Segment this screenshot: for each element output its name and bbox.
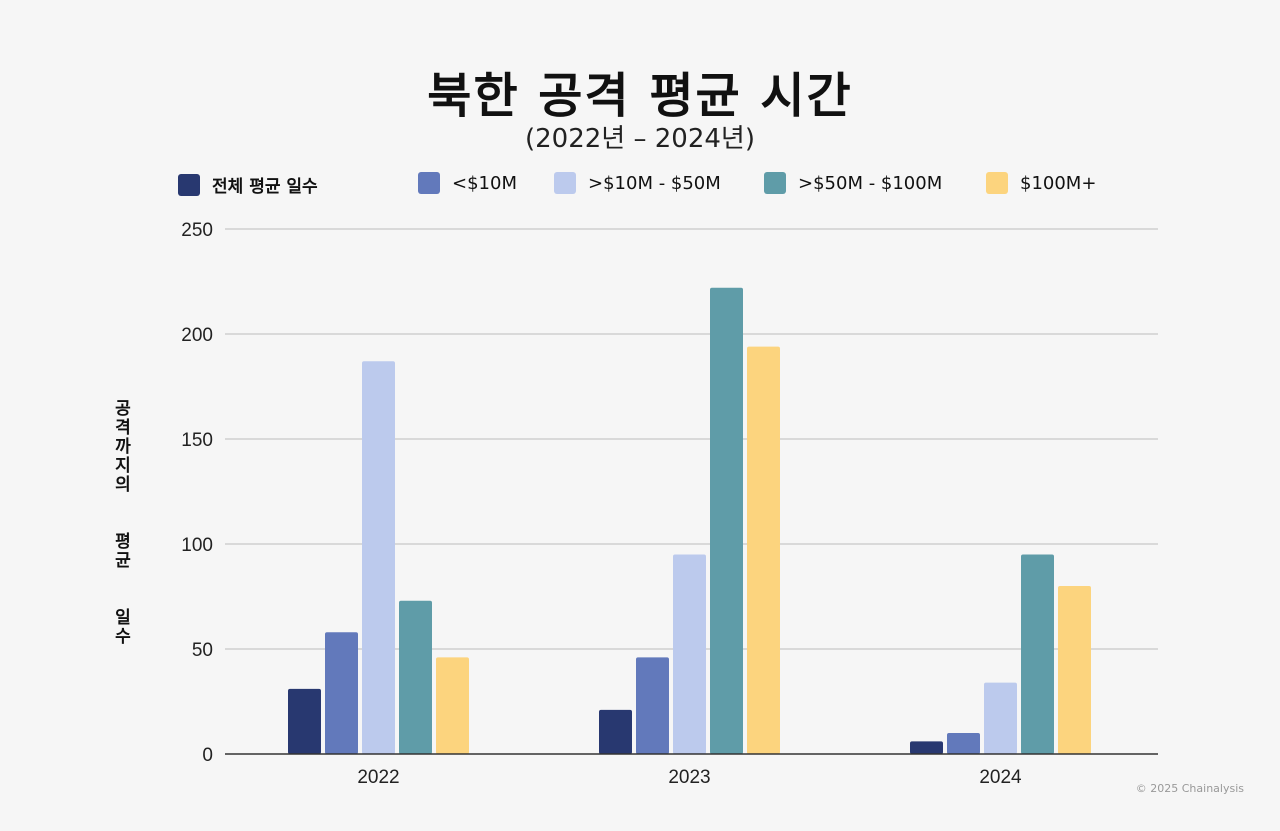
bar-2024-0 xyxy=(910,741,943,754)
legend-swatch xyxy=(178,173,200,196)
y-tick-label: 100 xyxy=(181,535,213,556)
y-tick-label: 50 xyxy=(192,640,213,661)
legend-label: <$10M xyxy=(452,172,517,194)
bar-2023-2 xyxy=(673,554,706,754)
legend-label: $100M+ xyxy=(1020,172,1097,194)
legend-label: >$10M - $50M xyxy=(588,172,721,194)
bar-2023-4 xyxy=(747,346,780,754)
y-tick-label: 150 xyxy=(181,430,213,451)
legend-swatch xyxy=(418,172,440,194)
bar-2023-0 xyxy=(599,709,632,754)
legend-label: >$50M - $100M xyxy=(798,172,943,194)
legend-swatch xyxy=(554,172,576,194)
y-tick-label: 250 xyxy=(181,220,213,241)
legend-item[interactable]: >$50M - $100M xyxy=(764,172,942,194)
legend-label: 전체 평균 일수 xyxy=(212,177,318,197)
bar-2023-1 xyxy=(636,657,669,754)
y-tick-label: 200 xyxy=(181,325,213,346)
x-tick-label: 2023 xyxy=(668,767,710,788)
legend-item[interactable]: $100M+ xyxy=(986,172,1096,194)
bar-2022-3 xyxy=(399,600,432,754)
bar-2024-1 xyxy=(947,733,980,754)
bar-2024-2 xyxy=(984,682,1017,754)
bar-2023-3 xyxy=(710,287,743,754)
legend-item[interactable]: 전체 평균 일수 xyxy=(178,172,318,197)
chart-title: 북한 공격 평균 시간 xyxy=(427,68,853,124)
copyright: © 2025 Chainalysis xyxy=(1135,782,1244,795)
legend-swatch xyxy=(764,172,786,194)
x-tick-label: 2024 xyxy=(979,767,1022,788)
legend-item[interactable]: <$10M xyxy=(418,172,517,194)
legend-swatch xyxy=(986,172,1008,194)
y-tick-label: 0 xyxy=(202,745,213,766)
bar-2022-4 xyxy=(436,657,469,754)
bar-2022-0 xyxy=(288,688,321,754)
bar-2022-1 xyxy=(325,632,358,754)
legend-item[interactable]: >$10M - $50M xyxy=(554,172,721,194)
x-tick-label: 2022 xyxy=(357,767,399,788)
bar-2024-4 xyxy=(1058,586,1091,754)
bar-2022-2 xyxy=(362,361,395,754)
bar-2024-3 xyxy=(1021,554,1054,754)
chart-subtitle: (2022년 – 2024년) xyxy=(525,124,755,154)
